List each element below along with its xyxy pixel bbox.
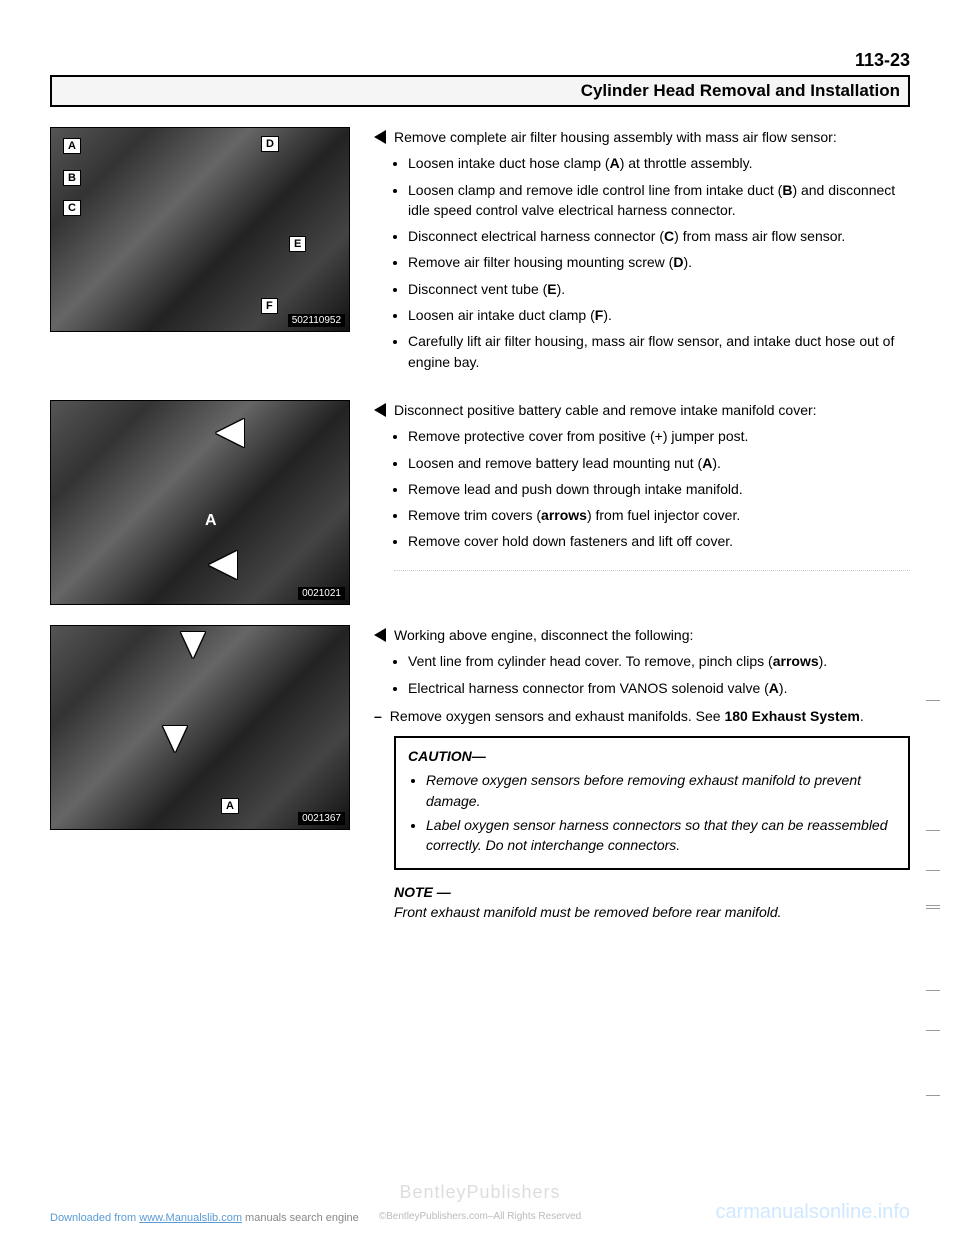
section-3-dash: Remove oxygen sensors and exhaust manifo…	[390, 706, 864, 726]
arrow-down-icon	[163, 726, 187, 752]
list-item: Loosen clamp and remove idle control lin…	[408, 180, 910, 221]
list-item: Electrical harness connector from VANOS …	[408, 678, 910, 698]
list-item: Loosen and remove battery lead mounting …	[408, 453, 910, 473]
right-margin-marks	[920, 0, 940, 1242]
section-2-bullets: Remove protective cover from positive (+…	[374, 426, 910, 551]
page-footer: Downloaded from www.Manualslib.com manua…	[0, 1201, 960, 1224]
list-item: Remove trim covers (arrows) from fuel in…	[408, 505, 910, 525]
list-item: Disconnect vent tube (E).	[408, 279, 910, 299]
list-item: Remove protective cover from positive (+…	[408, 426, 910, 446]
dash-marker: –	[374, 706, 382, 726]
figure-callout-D: D	[261, 136, 279, 152]
list-item: Carefully lift air filter housing, mass …	[408, 331, 910, 372]
figure-1: 502110952 ABC D E F	[50, 127, 350, 380]
section-1-text: Remove complete air filter housing assem…	[374, 127, 910, 380]
pointer-icon	[374, 628, 386, 642]
figure-callout-F: F	[261, 298, 278, 314]
caution-item: Label oxygen sensor harness connectors s…	[426, 815, 896, 856]
caution-box: CAUTION— Remove oxygen sensors before re…	[394, 736, 910, 869]
list-item: Remove lead and push down through intake…	[408, 479, 910, 499]
arrow-icon	[209, 551, 237, 579]
footer-center: BentleyPublishers ©BentleyPublishers.com…	[379, 1182, 581, 1224]
section-3-text: Working above engine, disconnect the fol…	[374, 625, 910, 922]
list-item: Vent line from cylinder head cover. To r…	[408, 651, 910, 671]
figure-callout-B: B	[63, 170, 81, 186]
figure-callout-E: E	[289, 236, 306, 252]
manual-page: 113-23 Cylinder Head Removal and Install…	[0, 0, 960, 1242]
figure-callout-A: A	[63, 138, 81, 154]
arrow-icon	[216, 419, 244, 447]
arrow-down-icon	[181, 632, 205, 658]
figure-2: 0021021 A	[50, 400, 350, 605]
caution-title: CAUTION—	[408, 746, 896, 766]
caution-items: Remove oxygen sensors before removing ex…	[408, 770, 896, 855]
separator-line	[394, 570, 910, 571]
list-item: Remove cover hold down fasteners and lif…	[408, 531, 910, 551]
list-item: Remove air filter housing mounting screw…	[408, 252, 910, 272]
list-item: Loosen air intake duct clamp (F).	[408, 305, 910, 325]
caution-item: Remove oxygen sensors before removing ex…	[426, 770, 896, 811]
page-number: 113-23	[50, 50, 910, 71]
footer-watermark: carmanualsonline.info	[715, 1201, 910, 1224]
list-item: Loosen intake duct hose clamp (A) at thr…	[408, 153, 910, 173]
row-2: 0021021 A Disconnect positive battery ca…	[50, 400, 910, 605]
figure-callout-C: C	[63, 200, 81, 216]
pointer-icon	[374, 130, 386, 144]
section-2-lead: Disconnect positive battery cable and re…	[394, 400, 817, 420]
figure-callout-A: A	[201, 511, 221, 531]
page-title: Cylinder Head Removal and Installation	[50, 75, 910, 107]
section-2-text: Disconnect positive battery cable and re…	[374, 400, 910, 605]
section-1-lead: Remove complete air filter housing assem…	[394, 127, 837, 147]
section-3-bullets: Vent line from cylinder head cover. To r…	[374, 651, 910, 698]
section-1-bullets: Loosen intake duct hose clamp (A) at thr…	[374, 153, 910, 372]
figure-3: 0021367 A	[50, 625, 350, 922]
pointer-icon	[374, 403, 386, 417]
figure-2-tag: 0021021	[298, 587, 345, 600]
figure-1-tag: 502110952	[288, 314, 345, 327]
section-3-lead: Working above engine, disconnect the fol…	[394, 625, 693, 645]
figure-callout-A: A	[221, 798, 239, 814]
note-body: Front exhaust manifold must be removed b…	[394, 902, 910, 922]
footer-left: Downloaded from www.Manualslib.com manua…	[50, 1212, 359, 1224]
row-3: 0021367 A Working above engine, disconne…	[50, 625, 910, 922]
figure-3-tag: 0021367	[298, 812, 345, 825]
list-item: Disconnect electrical harness connector …	[408, 226, 910, 246]
note-title: NOTE —	[394, 882, 910, 902]
row-1: 502110952 ABC D E F Remove complete air fil…	[50, 127, 910, 380]
note-block: NOTE — Front exhaust manifold must be re…	[394, 882, 910, 923]
